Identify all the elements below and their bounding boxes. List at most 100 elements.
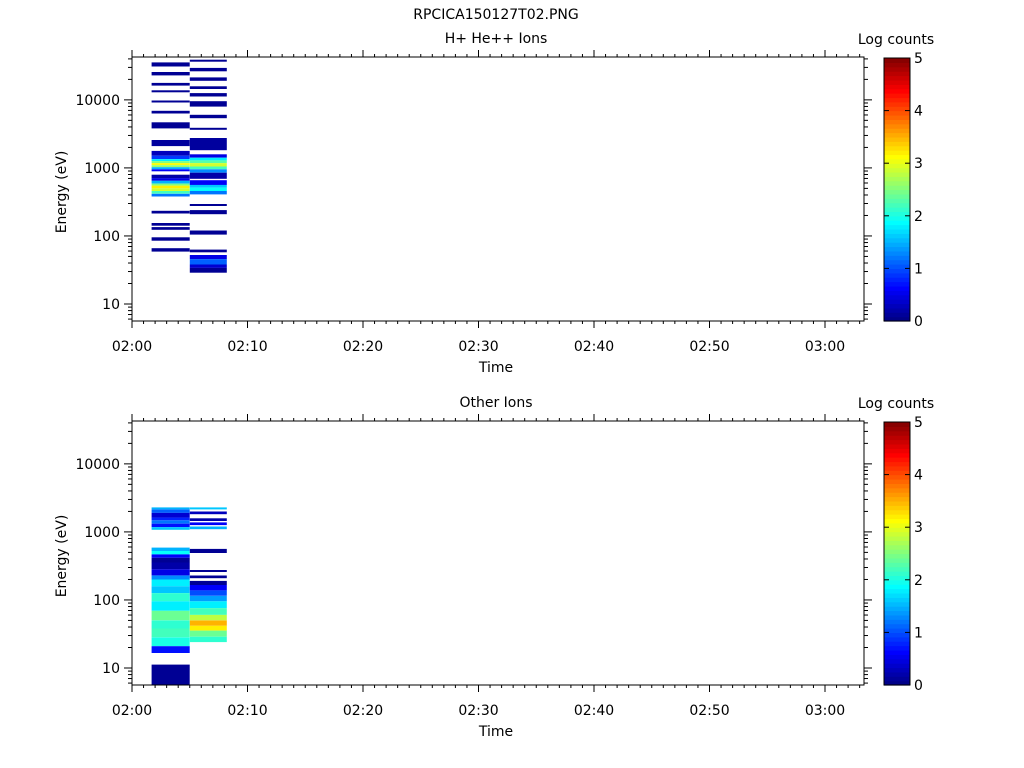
colorbar-tick-label: 5 [914, 51, 923, 67]
heatmap-cell [151, 155, 190, 160]
colorbar-swatch [884, 592, 910, 598]
colorbar-swatch [884, 632, 910, 638]
colorbar-swatch [884, 636, 910, 642]
colorbar-swatch [884, 145, 910, 151]
heatmap-cell [151, 193, 190, 197]
heatmap-cell [189, 590, 227, 596]
heatmap-cell [189, 127, 227, 130]
heatmap-cell [151, 174, 190, 179]
colorbar-swatch [884, 316, 910, 322]
colorbar-swatch [884, 579, 910, 585]
heatmap-cell [189, 204, 227, 206]
colorbar-swatch [884, 492, 910, 498]
colorbar-swatch [884, 180, 910, 186]
colorbar-tick-label: 2 [914, 209, 923, 225]
colorbar-swatch [884, 207, 910, 213]
heatmap-cell [151, 180, 190, 184]
colorbar-swatch [884, 474, 910, 480]
heatmap-cell [189, 180, 227, 185]
colorbar-swatch [884, 299, 910, 305]
colorbar-swatch [884, 66, 910, 72]
colorbar-swatch [884, 553, 910, 559]
x-tick-label: 03:00 [805, 339, 845, 355]
colorbar-tick-label: 1 [914, 261, 923, 277]
heatmap-cell [189, 580, 227, 585]
y-tick-label: 100 [93, 229, 120, 245]
colorbar-swatch [884, 246, 910, 252]
colorbar-swatch [884, 150, 910, 156]
colorbar-swatch [884, 562, 910, 568]
x-tick-label: 02:10 [227, 339, 267, 355]
colorbar-swatch [884, 483, 910, 489]
colorbar-swatch [884, 500, 910, 506]
colorbar-swatch [884, 167, 910, 173]
y-tick-label: 100 [93, 593, 120, 609]
colorbar-swatch [884, 211, 910, 217]
y-tick-label: 10000 [75, 457, 120, 473]
x-tick-label: 02:20 [343, 339, 383, 355]
heatmap-cell [189, 548, 227, 553]
heatmap-cell [151, 517, 190, 521]
colorbar-tick-label: 4 [914, 468, 923, 484]
colorbar-swatch [884, 549, 910, 555]
colorbar-tick-label: 0 [914, 314, 923, 330]
colorbar-swatch [884, 461, 910, 467]
heatmap-cell [189, 93, 227, 97]
colorbar-swatch [884, 505, 910, 511]
colorbar-swatch [884, 158, 910, 164]
heatmap-cell [189, 187, 227, 191]
panel-title: H+ He++ Ions [445, 31, 548, 47]
colorbar-swatch [884, 128, 910, 134]
colorbar-swatch [884, 285, 910, 291]
heatmap-cell [151, 140, 190, 147]
heatmap-cell [151, 593, 190, 602]
colorbar-swatch [884, 680, 910, 686]
heatmap-cell [151, 620, 190, 629]
colorbar-swatch [884, 606, 910, 612]
plot-frame [131, 56, 865, 322]
heatmap-cell [151, 163, 190, 166]
heatmap-cell [151, 178, 190, 181]
heatmap-cell [189, 575, 227, 579]
heatmap-cell [189, 249, 227, 253]
colorbar-tick-label: 2 [914, 573, 923, 589]
y-axis-label: Energy (eV) [54, 515, 70, 598]
panel-title: Other Ions [459, 395, 532, 411]
heatmap-cell [189, 154, 227, 158]
heatmap-cell [189, 511, 227, 515]
colorbar-swatch [884, 452, 910, 458]
heatmap-cell [189, 114, 227, 119]
heatmap-cell [189, 636, 227, 643]
heatmap-cell [189, 166, 227, 170]
colorbar-swatch [884, 88, 910, 94]
colorbar-swatch [884, 527, 910, 533]
colorbar-swatch [884, 518, 910, 524]
y-axis-label: Energy (eV) [54, 151, 70, 234]
heatmap-cell [151, 628, 190, 638]
colorbar-swatch [884, 119, 910, 125]
colorbar-swatch [884, 435, 910, 441]
colorbar-swatch [884, 290, 910, 296]
heatmap-cell [151, 165, 190, 168]
heatmap-cell [151, 586, 190, 594]
colorbar-swatch [884, 84, 910, 90]
colorbar-swatch [884, 663, 910, 669]
colorbar-swatch [884, 610, 910, 616]
heatmap-cell [151, 62, 190, 67]
colorbar-swatch [884, 443, 910, 449]
heatmap-cell [151, 646, 190, 653]
colorbar-swatch [884, 233, 910, 239]
heatmap-cell [189, 620, 227, 626]
colorbar-frame [883, 57, 911, 322]
heatmap-cell [189, 157, 227, 161]
heatmap-cell [151, 551, 190, 555]
x-tick-label: 02:00 [112, 703, 152, 719]
heatmap-cell [151, 248, 190, 252]
heatmap-cell [189, 595, 227, 602]
y-tick-label: 10 [102, 661, 120, 677]
colorbar-swatch [884, 114, 910, 120]
heatmap-cell [151, 183, 190, 186]
colorbar-swatch [884, 676, 910, 682]
